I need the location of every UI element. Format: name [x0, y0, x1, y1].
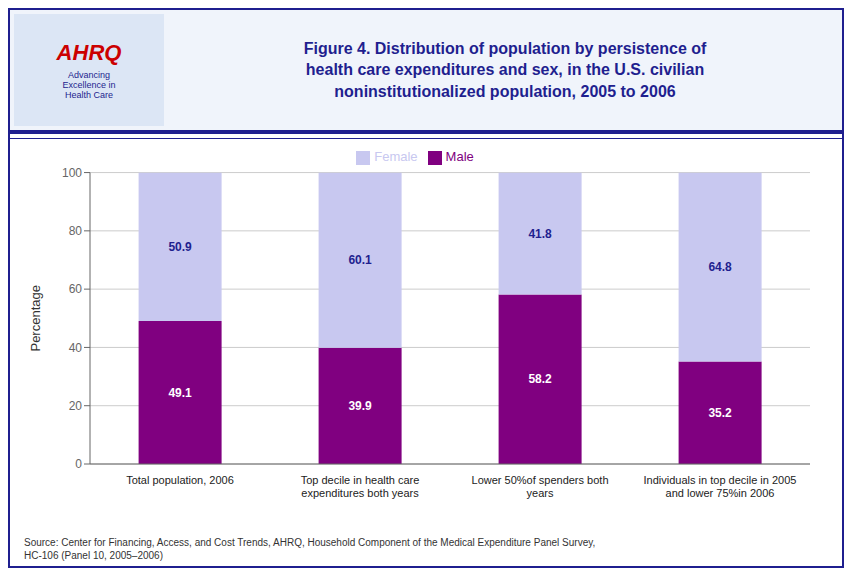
svg-text:49.1: 49.1: [168, 386, 192, 400]
html-text:Source: Center for Financing,: Source: Center for Financing, Access, an…: [24, 537, 596, 548]
svg-text:Top decile in health careexpen: Top decile in health careexpenditures bo…: [301, 474, 420, 499]
svg-text:0: 0: [75, 457, 82, 471]
html-text:AHRQ: AHRQ: [56, 40, 122, 65]
html-text:HC-106 (Panel 10, 2005–2006): HC-106 (Panel 10, 2005–2006): [24, 549, 163, 561]
html-text:health care expenditures and s: health care expenditures and sex, in the…: [305, 61, 705, 79]
svg-text:39.9: 39.9: [348, 399, 372, 413]
html-text:Male: Male: [445, 149, 474, 164]
svg-text:Individuals in top decile in 2: Individuals in top decile in 2005and low…: [644, 474, 797, 499]
html-text:noninstitutionalized populatio: noninstitutionalized population, 2005 to…: [334, 82, 676, 100]
svg-text:58.2: 58.2: [528, 372, 552, 386]
svg-text:Percentage: Percentage: [28, 285, 43, 352]
svg-text:20: 20: [69, 399, 83, 413]
svg-text:60: 60: [69, 282, 83, 296]
svg-text:Total population, 2006: Total population, 2006: [126, 474, 234, 486]
svg-text:64.8: 64.8: [708, 260, 732, 274]
html-text:Excellence in: Excellence in: [62, 80, 116, 90]
svg-text:50.9: 50.9: [168, 240, 192, 254]
svg-text:60.1: 60.1: [348, 253, 372, 267]
svg-text:40: 40: [69, 341, 83, 355]
svg-text:80: 80: [69, 224, 83, 238]
svg-text:41.8: 41.8: [528, 227, 552, 241]
html-text:Female: Female: [374, 149, 418, 164]
svg-text:35.2: 35.2: [708, 406, 732, 420]
html-text:Figure 4. Distribution of popu: Figure 4. Distribution of population by …: [303, 39, 707, 57]
svg-text:100: 100: [62, 166, 82, 180]
html-text:Advancing: Advancing: [68, 70, 110, 80]
html-text:Health Care: Health Care: [65, 90, 113, 100]
svg-text:Lower 50%of spenders bothyears: Lower 50%of spenders bothyears: [472, 474, 609, 499]
